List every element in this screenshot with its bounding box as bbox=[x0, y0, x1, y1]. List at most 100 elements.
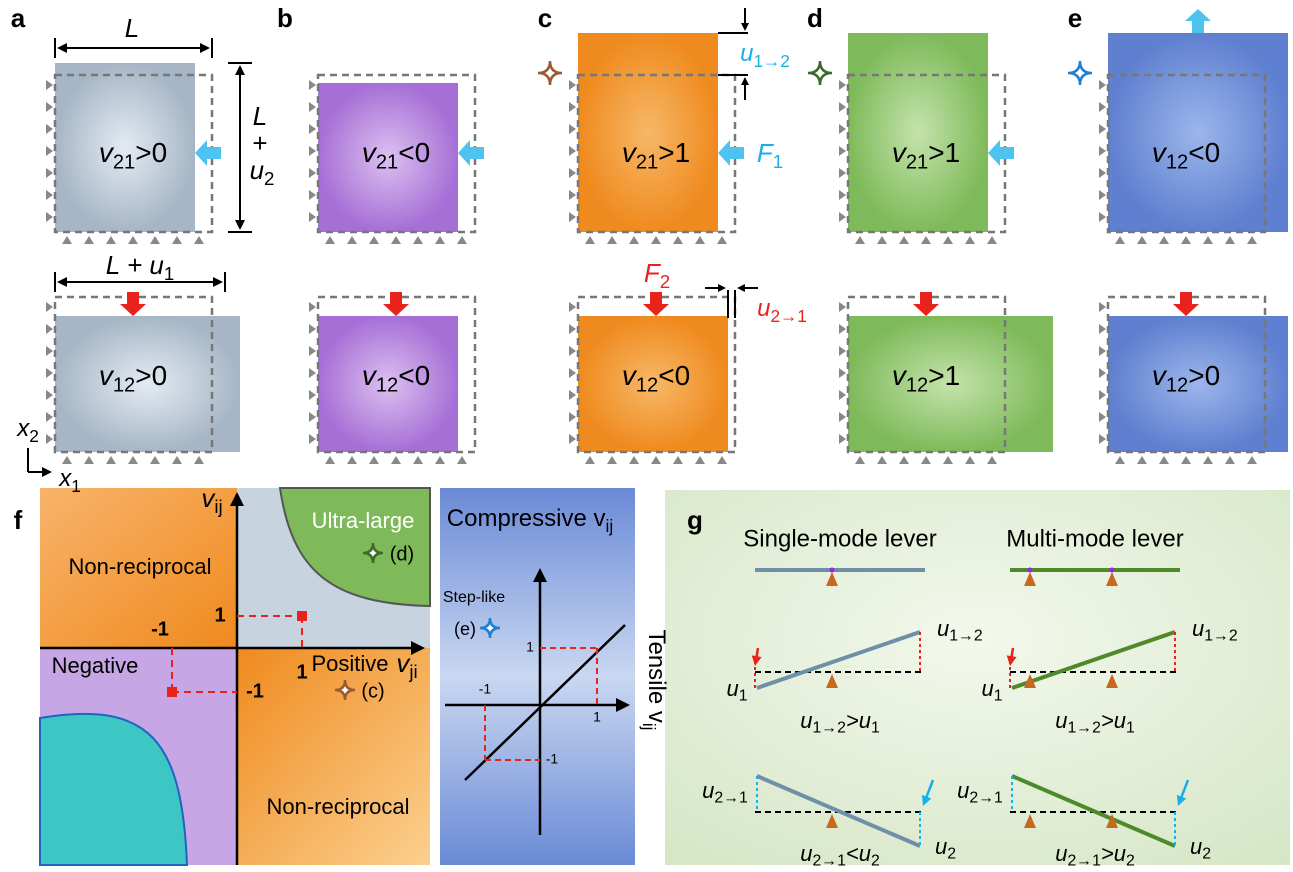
text-part: Tensile v bbox=[643, 629, 670, 722]
text-part: >0 bbox=[135, 137, 167, 168]
support bbox=[1203, 236, 1213, 244]
panel-label: g bbox=[687, 505, 703, 535]
support bbox=[1099, 368, 1106, 378]
support bbox=[839, 324, 846, 334]
support bbox=[309, 102, 316, 112]
support bbox=[607, 456, 617, 464]
support bbox=[1099, 346, 1106, 356]
support bbox=[1203, 456, 1213, 464]
support bbox=[839, 412, 846, 422]
label: F2 bbox=[644, 258, 670, 292]
text-part: 1→2 bbox=[1204, 628, 1237, 645]
text-part: <0 bbox=[398, 360, 430, 391]
support bbox=[150, 236, 160, 244]
hinge bbox=[1110, 568, 1115, 573]
support bbox=[569, 412, 576, 422]
text-part: <0 bbox=[658, 360, 690, 391]
label: F1 bbox=[757, 138, 783, 172]
support bbox=[309, 412, 316, 422]
support bbox=[585, 236, 595, 244]
support bbox=[435, 456, 445, 464]
text-part: Compressive v bbox=[447, 505, 606, 532]
panel-label: f bbox=[14, 505, 23, 535]
sample bbox=[578, 33, 718, 232]
support bbox=[1099, 390, 1106, 400]
text-part: u bbox=[740, 40, 753, 67]
support bbox=[46, 346, 53, 356]
support bbox=[1225, 456, 1235, 464]
text-part: 12 bbox=[1166, 375, 1188, 397]
tick-label: -1 bbox=[546, 751, 559, 767]
support bbox=[855, 236, 865, 244]
support bbox=[413, 456, 423, 464]
support bbox=[839, 212, 846, 222]
support bbox=[413, 236, 423, 244]
text-part: 2 bbox=[660, 271, 670, 292]
support bbox=[309, 124, 316, 134]
text-part: 1 bbox=[773, 151, 783, 172]
label: Single-mode lever bbox=[743, 525, 936, 552]
arrow-head bbox=[200, 43, 210, 53]
sample bbox=[848, 33, 988, 232]
support bbox=[629, 236, 639, 244]
support bbox=[457, 456, 467, 464]
support bbox=[1115, 456, 1125, 464]
support bbox=[855, 456, 865, 464]
support bbox=[839, 80, 846, 90]
support bbox=[569, 190, 576, 200]
tick-label: 1 bbox=[526, 639, 534, 655]
text-part: <u bbox=[846, 841, 871, 866]
support bbox=[309, 434, 316, 444]
label: u1→2 bbox=[740, 40, 790, 70]
text-part: x bbox=[58, 465, 72, 492]
support bbox=[46, 190, 53, 200]
support bbox=[1247, 456, 1257, 464]
support bbox=[457, 236, 467, 244]
support bbox=[987, 236, 997, 244]
support bbox=[1181, 236, 1191, 244]
text-part: u bbox=[935, 834, 947, 859]
hinge bbox=[1028, 568, 1033, 573]
support bbox=[1115, 236, 1125, 244]
arrow-head bbox=[737, 284, 745, 292]
star-icon bbox=[538, 61, 562, 85]
support bbox=[1099, 80, 1106, 90]
text-part: u bbox=[757, 295, 770, 322]
region bbox=[237, 648, 430, 865]
label: Tensile vij bbox=[639, 629, 669, 730]
support bbox=[391, 456, 401, 464]
text-part: >u bbox=[1101, 708, 1126, 733]
support bbox=[839, 346, 846, 356]
support bbox=[435, 236, 445, 244]
support bbox=[569, 368, 576, 378]
label: Non-reciprocal bbox=[68, 554, 211, 579]
support bbox=[369, 236, 379, 244]
support bbox=[585, 456, 595, 464]
tick-label: 1 bbox=[296, 661, 307, 683]
text-part: 2 bbox=[871, 853, 880, 870]
support bbox=[46, 302, 53, 312]
text-part: 2→1 bbox=[812, 853, 846, 870]
support bbox=[172, 236, 182, 244]
support bbox=[347, 236, 357, 244]
tick-label: -1 bbox=[479, 681, 492, 697]
support bbox=[1099, 412, 1106, 422]
text-part: u bbox=[937, 616, 949, 641]
support bbox=[921, 236, 931, 244]
label: (c) bbox=[361, 680, 384, 702]
support bbox=[46, 368, 53, 378]
support bbox=[1099, 102, 1106, 112]
support bbox=[194, 236, 204, 244]
support bbox=[1099, 324, 1106, 334]
support bbox=[46, 146, 53, 156]
support bbox=[569, 212, 576, 222]
text-part: u bbox=[800, 841, 812, 866]
text-part: + bbox=[252, 128, 267, 158]
arrow-head bbox=[42, 467, 52, 477]
support bbox=[1159, 236, 1169, 244]
text-part: 1→2 bbox=[1067, 720, 1100, 737]
support bbox=[128, 236, 138, 244]
support bbox=[921, 456, 931, 464]
label: u2→1 bbox=[757, 295, 807, 325]
text-part: 1 bbox=[164, 263, 174, 284]
